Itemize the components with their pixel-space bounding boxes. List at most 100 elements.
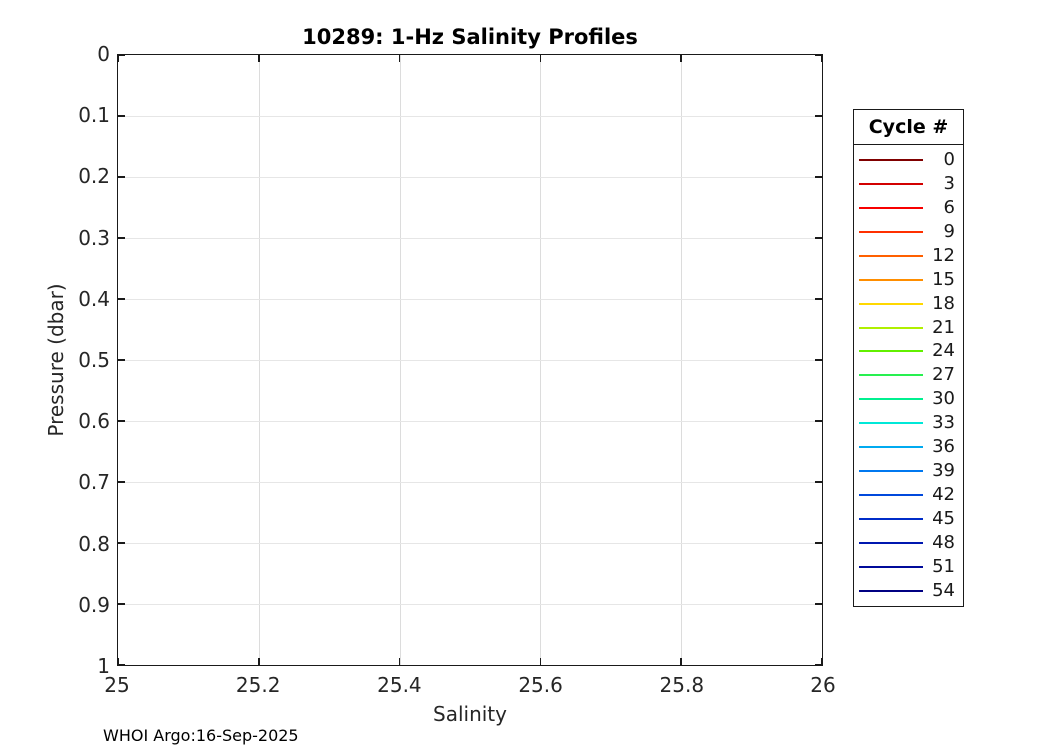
x-tick-label: 25 [104, 673, 130, 697]
legend-line-sample [859, 422, 923, 425]
legend-entry: 42 [854, 484, 963, 506]
legend-line-sample [859, 541, 923, 544]
y-gridline [118, 543, 822, 544]
y-tick-label: 0.5 [78, 348, 110, 372]
x-tick-mark-bottom [680, 658, 682, 665]
y-gridline [118, 604, 822, 605]
legend-entry-label: 15 [932, 268, 955, 290]
x-tick-mark-top [821, 55, 823, 62]
x-tick-mark-bottom [398, 658, 401, 665]
y-gridline [118, 421, 822, 422]
legend-entry-label: 39 [932, 460, 955, 482]
legend-entry-label: 27 [932, 364, 955, 386]
y-tick-label: 0.6 [78, 409, 110, 434]
legend-line-sample [859, 326, 923, 329]
legend-entry: 51 [854, 556, 963, 578]
legend-line-sample [859, 374, 923, 377]
legend: Cycle # 0 3 6 9 12 15 18 21 24 27 30 33 36 39 42 45 48 51… [853, 109, 964, 607]
x-tick-label: 26 [810, 673, 836, 697]
legend-title: Cycle # [854, 110, 963, 145]
y-tick-mark-left [118, 115, 125, 117]
y-tick-mark-right [815, 54, 822, 56]
legend-line-sample [859, 446, 923, 449]
y-tick-mark-left [118, 603, 125, 605]
y-tick-label: 0 [97, 42, 110, 66]
y-tick-mark-left [118, 542, 125, 544]
y-tick-label: 1 [97, 654, 110, 678]
legend-line-sample [859, 302, 923, 305]
y-gridline [118, 360, 822, 361]
legend-line-sample [859, 470, 923, 473]
legend-entry-label: 33 [932, 412, 955, 434]
legend-entry-label: 45 [932, 508, 955, 530]
legend-entry-label: 0 [943, 148, 955, 170]
x-tick-mark-top [258, 55, 260, 62]
legend-line-sample [859, 254, 923, 257]
y-tick-mark-left [118, 176, 125, 178]
y-tick-mark-right [815, 359, 822, 361]
y-tick-label: 0.7 [78, 470, 110, 495]
legend-line-sample [859, 350, 923, 353]
y-tick-mark-left [118, 420, 125, 422]
x-tick-label: 25.8 [659, 673, 705, 697]
y-tick-mark-left [118, 359, 125, 361]
x-tick-mark-top [680, 55, 682, 62]
legend-entry: 6 [854, 197, 963, 219]
legend-entry: 48 [854, 532, 963, 554]
y-tick-label: 0.1 [78, 103, 110, 128]
x-tick-label: 25.6 [518, 673, 563, 697]
legend-entry: 27 [854, 364, 963, 386]
y-tick-mark-left [118, 54, 125, 56]
x-tick-mark-bottom [821, 658, 823, 665]
y-tick-mark-right [815, 664, 822, 666]
x-tick-label: 25.2 [235, 673, 281, 697]
legend-entries: 0 3 6 9 12 15 18 21 24 27 30 33 36 39 42 45 48 51 54 [854, 145, 963, 606]
legend-line-sample [859, 589, 923, 592]
legend-entry-label: 54 [932, 579, 955, 601]
chart-title: 10289: 1-Hz Salinity Profiles [302, 25, 638, 49]
y-tick-label: 0.9 [78, 592, 110, 617]
legend-entry-label: 42 [932, 484, 955, 506]
legend-entry-label: 36 [932, 436, 955, 458]
legend-entry-label: 18 [932, 292, 955, 314]
legend-entry: 0 [854, 149, 963, 171]
y-gridline [118, 482, 822, 483]
y-tick-mark-left [118, 481, 125, 483]
x-tick-mark-top [539, 55, 542, 62]
x-tick-mark-bottom [258, 658, 260, 665]
legend-entry-label: 48 [932, 531, 955, 553]
y-tick-mark-right [815, 176, 822, 178]
y-tick-mark-right [815, 237, 822, 239]
y-tick-mark-right [815, 115, 822, 117]
legend-entry-label: 12 [932, 244, 955, 266]
legend-line-sample [859, 518, 923, 521]
y-tick-mark-right [815, 298, 822, 300]
legend-entry: 21 [854, 317, 963, 339]
y-tick-mark-left [118, 237, 125, 239]
legend-entry: 36 [854, 436, 963, 458]
figure-credit: WHOI Argo:16-Sep-2025 [103, 726, 299, 745]
legend-entry: 24 [854, 340, 963, 362]
y-tick-mark-left [118, 298, 125, 300]
legend-entry-label: 24 [932, 340, 955, 362]
legend-entry-label: 6 [943, 196, 955, 218]
x-tick-mark-bottom [539, 658, 542, 665]
legend-entry-label: 51 [932, 555, 955, 577]
legend-line-sample [859, 206, 923, 209]
y-tick-mark-left [118, 664, 125, 666]
legend-line-sample [859, 278, 923, 281]
y-tick-label: 0.8 [78, 531, 110, 556]
legend-line-sample [859, 565, 923, 568]
y-tick-mark-right [815, 542, 822, 544]
legend-line-sample [859, 182, 923, 185]
legend-entry: 45 [854, 508, 963, 530]
legend-line-sample [859, 494, 923, 497]
y-gridline [118, 299, 822, 300]
legend-entry-label: 30 [932, 388, 955, 410]
y-tick-label: 0.4 [78, 286, 110, 311]
y-tick-mark-right [815, 420, 822, 422]
y-tick-label: 0.2 [78, 164, 110, 189]
legend-entry-label: 21 [932, 316, 955, 338]
y-gridline [118, 177, 822, 178]
legend-entry: 30 [854, 388, 963, 410]
